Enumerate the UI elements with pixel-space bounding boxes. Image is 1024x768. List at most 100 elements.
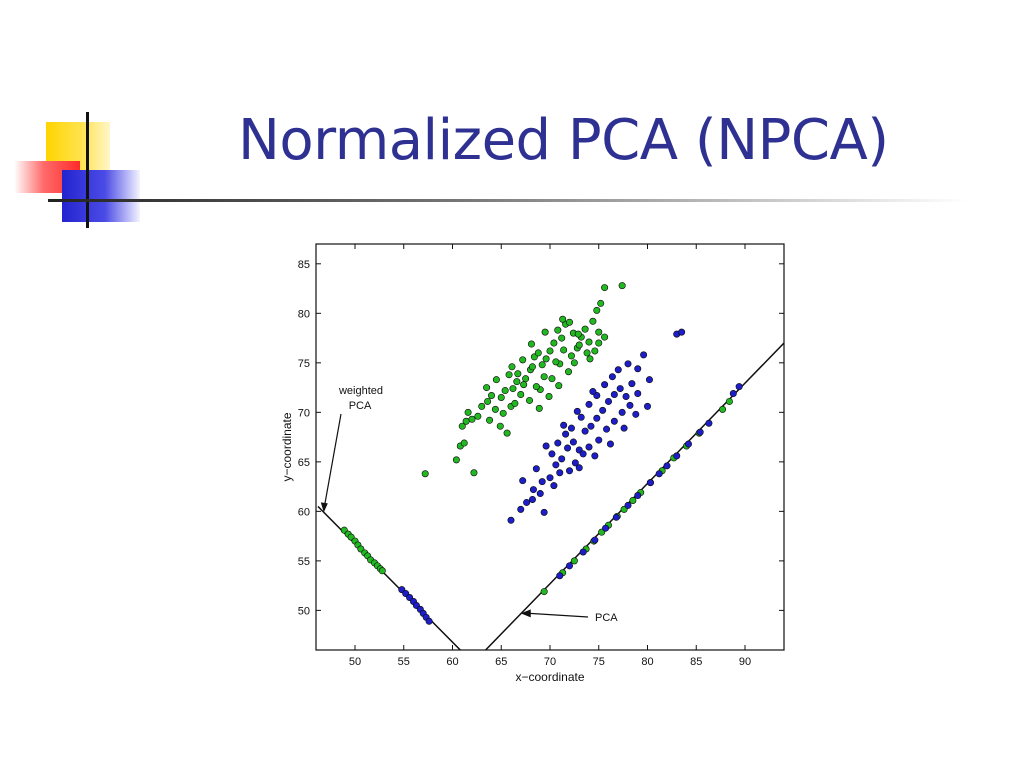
slide-title: Normalized PCA (NPCA) [238,108,889,173]
y-tick-label: 75 [298,358,310,370]
scatter-point [462,417,470,425]
scatter-point [601,381,609,389]
scatter-point [646,479,654,487]
scatter-point [622,392,630,400]
x-tick-label: 65 [495,656,507,668]
y-tick-label: 50 [298,605,310,617]
scatter-point [497,393,505,401]
scatter-point [569,438,577,446]
scatter-point [587,422,595,430]
scatter-point [583,349,591,357]
scatter-point [673,452,681,460]
scatter-point [564,444,572,452]
scatter-point [514,370,522,378]
scatter-point [618,408,626,416]
scatter-point [425,617,433,625]
scatter-point [565,467,573,475]
scatter-point [511,399,519,407]
scatter-point [585,400,593,408]
scatter-point [628,380,636,388]
scatter-point [575,464,583,472]
scatter-point [496,422,504,430]
scatter-point [570,557,578,565]
scatter-point [532,383,540,391]
scatter-point [519,477,527,485]
scatter-point [574,330,582,338]
arrowhead [320,502,328,513]
blue-accent-square [62,170,140,222]
x-tick-label: 55 [398,656,410,668]
scatter-point [632,410,640,418]
scatter-point [464,408,472,416]
scatter-point [614,366,622,374]
scatter-point [581,325,589,333]
scatter-point [552,461,560,469]
scatter-point [610,417,618,425]
scatter-point [541,328,549,336]
scatter-point [591,536,599,544]
scatter-point [634,390,642,398]
scatter-point [604,397,612,405]
scatter-point [624,360,632,368]
scatter-point [540,508,548,516]
scatter-point [552,358,560,366]
scatter-point [634,492,642,500]
scatter-point [491,405,499,413]
scatter-point [513,378,521,386]
scatter-point [643,402,651,410]
scatter-point [601,333,609,341]
x-tick-label: 80 [641,656,653,668]
scatter-point [378,567,386,575]
scatter-point [487,392,495,400]
plot-area-frame [315,243,785,651]
scatter-point [725,397,733,405]
scatter-point [522,375,530,383]
vertical-accent-line [86,112,89,228]
scatter-point [523,498,531,506]
scatter-point [540,373,548,381]
y-tick-label: 85 [298,259,310,271]
scatter-point [542,442,550,450]
y-tick-label: 60 [298,506,310,518]
scatter-point [558,334,566,342]
scatter-point [567,424,575,432]
scatter-point [528,495,536,503]
scatter-point [684,440,692,448]
scatter-point [579,548,587,556]
scatter-point [556,469,564,477]
scatter-point [559,315,567,323]
scatter-point [534,349,542,357]
scatter-point [573,407,581,415]
scatter-point [554,439,562,447]
y-axis-label: y−coordinate [280,412,294,481]
scatter-point [616,385,624,393]
scatter-point [579,450,587,458]
scatter-point [536,490,544,498]
scatter-point [593,306,601,314]
x-tick-label: 50 [349,656,361,668]
scatter-point [555,382,563,390]
data-points [340,282,743,625]
scatter-point [603,425,611,433]
scatter-point [705,419,713,427]
scatter-point [735,383,743,391]
scatter-point [595,328,603,336]
scatter-point [509,385,517,393]
scatter-point [608,373,616,381]
scatter-point [528,363,536,371]
scatter-point [560,421,568,429]
scatter-point [565,318,573,326]
scatter-point [470,469,478,477]
scatter-point [478,402,486,410]
scatter-point [585,443,593,451]
scatter-point [545,392,553,400]
x-tick-label: 90 [739,656,751,668]
scatter-point [620,424,628,432]
scatter-point [565,368,573,376]
scatter-point [542,355,550,363]
scatter-point [575,341,583,349]
scatter-point [535,404,543,412]
scatter-point [640,351,648,359]
scatter-point [678,328,686,336]
